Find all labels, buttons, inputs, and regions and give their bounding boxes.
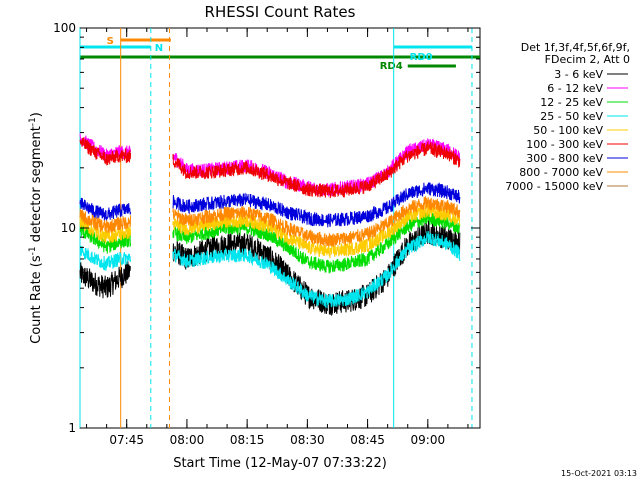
timestamp: 15-Oct-2021 03:13 (561, 469, 637, 478)
x-tick-label: 07:45 (109, 433, 144, 447)
x-tick-label: 08:00 (170, 433, 205, 447)
series-line-4-seg0 (79, 216, 132, 244)
x-tick-label: 08:15 (230, 433, 265, 447)
axes: 07:45 08:00 08:15 08:30 08:45 09:00 1 10 100 (53, 21, 480, 447)
series-line-6-seg1 (172, 182, 461, 228)
y-tick-label: 10 (61, 221, 76, 235)
x-tick-label: 09:00 (411, 433, 446, 447)
plot-area: S N RD0 RD4 07:45 08:00 08:15 08:30 08:45 09:00 1… (53, 21, 481, 447)
series-line-5-seg1 (172, 140, 461, 199)
legend-entry-label: 12 - 25 keV (540, 96, 603, 109)
instrument-state-markers: S N RD0 RD4 (80, 36, 480, 72)
series-line-6-seg0 (79, 197, 132, 222)
series-line-2-seg1 (172, 212, 461, 274)
series-line-3-seg1 (172, 231, 461, 309)
legend-entry-label: 50 - 100 keV (533, 124, 603, 137)
series-line-1-seg0 (79, 133, 132, 163)
legend: Det 1f,3f,4f,5f,6f,9f,FDecim 2, Att 0 3 -… (505, 41, 630, 193)
marker-label-4: RD4 (380, 61, 403, 72)
legend-entry-label: 25 - 50 keV (540, 110, 603, 123)
chart-title: RHESSI Count Rates (205, 3, 356, 21)
legend-entry-label: 7000 - 15000 keV (505, 180, 603, 193)
series-line-3-seg0 (79, 245, 132, 271)
legend-entry-label: 6 - 12 keV (547, 82, 603, 95)
series-line-2-seg0 (79, 224, 132, 254)
series-line-4-seg1 (172, 204, 461, 259)
legend-entry-label: 100 - 300 keV (526, 138, 603, 151)
legend-header-line: FDecim 2, Att 0 (545, 53, 630, 66)
marker-label-0: S (107, 36, 114, 47)
count-rate-series (79, 133, 461, 317)
legend-entry-label: 800 - 7000 keV (519, 166, 603, 179)
marker-label-1: N (155, 43, 163, 54)
y-axis-label: Count Rate (s-1 detector segment-1) (28, 112, 44, 344)
legend-header-line: Det 1f,3f,4f,5f,6f,9f, (521, 41, 630, 54)
legend-entry-label: 3 - 6 keV (554, 68, 603, 81)
y-tick-label: 100 (53, 21, 76, 35)
x-axis-label: Start Time (12-May-07 07:33:22) (173, 456, 387, 471)
marker-label-3: RD0 (410, 52, 433, 63)
series-line-7-seg1 (172, 196, 461, 247)
series-line-5-seg0 (79, 137, 132, 166)
y-tick-label: 1 (68, 421, 76, 435)
legend-entry-label: 300 - 800 keV (526, 152, 603, 165)
x-tick-label: 08:45 (350, 433, 385, 447)
series-line-7-seg0 (79, 208, 132, 233)
series-line-0-seg0 (79, 261, 131, 299)
x-tick-label: 08:30 (290, 433, 325, 447)
